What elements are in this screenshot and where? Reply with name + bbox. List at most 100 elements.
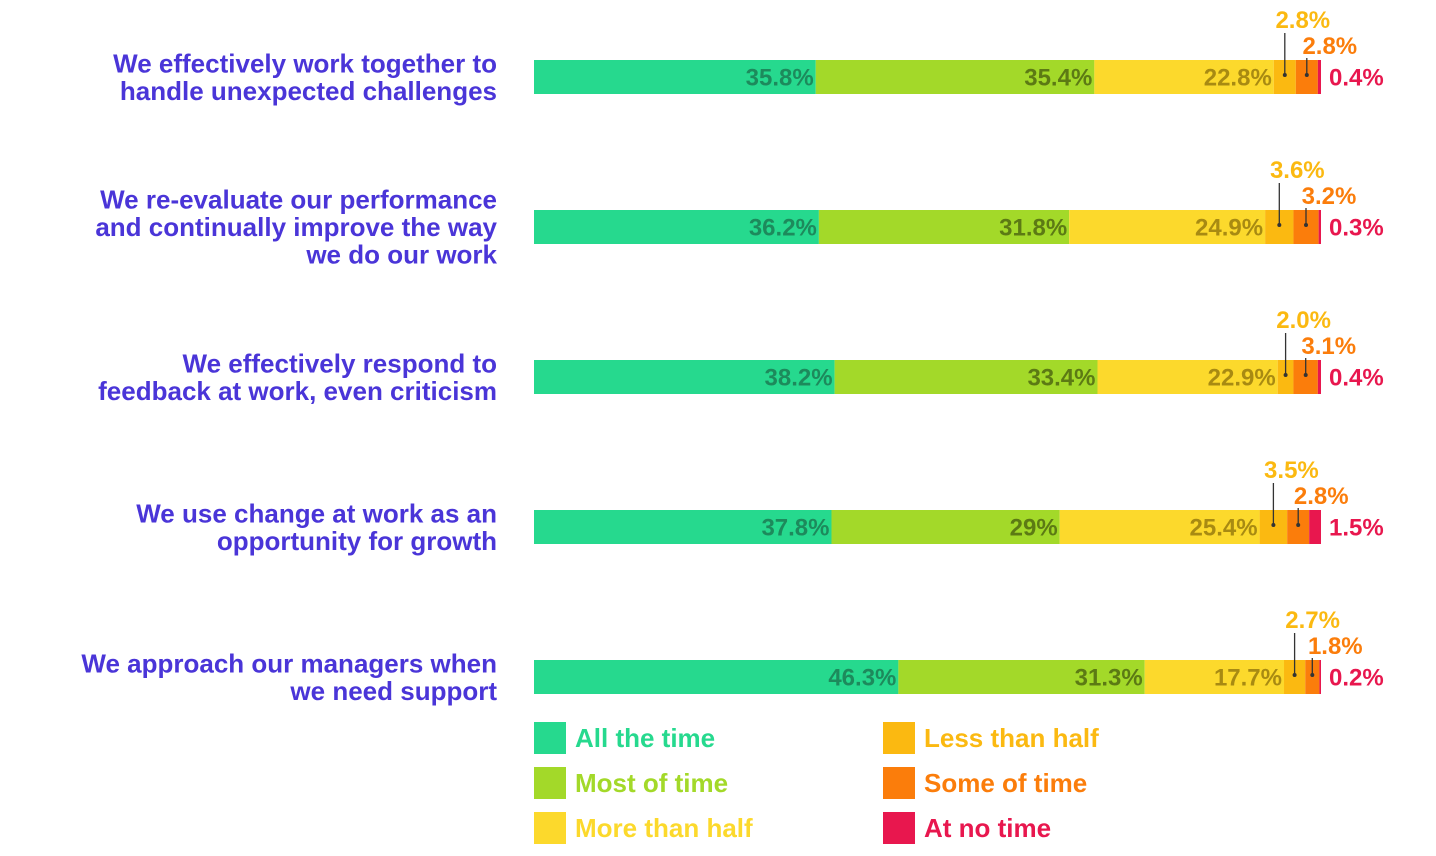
bar-segment bbox=[1319, 660, 1321, 694]
leader-dot bbox=[1304, 223, 1308, 227]
bar-segment bbox=[534, 210, 819, 244]
leader-dot bbox=[1292, 673, 1297, 677]
data-label: 38.2% bbox=[765, 365, 833, 392]
bar-row: We use change at work as an opportunity f… bbox=[136, 457, 1383, 556]
data-label: 2.8% bbox=[1302, 33, 1357, 60]
bar-segment bbox=[1309, 510, 1321, 544]
legend-label: All the time bbox=[575, 723, 715, 753]
data-label: 1.8% bbox=[1308, 633, 1363, 660]
bar-segment bbox=[534, 510, 832, 544]
legend-label: Most of time bbox=[575, 768, 728, 798]
bar-segment bbox=[1295, 60, 1318, 94]
legend-swatch bbox=[534, 767, 566, 799]
data-label: 24.9% bbox=[1195, 215, 1263, 242]
data-label: 3.1% bbox=[1301, 333, 1356, 360]
question-label-line: We approach our managers when bbox=[81, 648, 497, 678]
bar-segment bbox=[1318, 210, 1321, 244]
bar-segment bbox=[1144, 660, 1285, 694]
legend-swatch bbox=[883, 767, 915, 799]
question-label-line: we need support bbox=[289, 676, 497, 706]
data-label: 36.2% bbox=[749, 215, 817, 242]
bar-segment bbox=[818, 210, 1070, 244]
data-label: 35.8% bbox=[746, 65, 814, 92]
bar-row: We re-evaluate our performance and contin… bbox=[95, 157, 1383, 270]
legend-item: All the time bbox=[534, 722, 715, 754]
question-label-line: We effectively respond to bbox=[183, 348, 498, 378]
bar-segment bbox=[1069, 210, 1266, 244]
legend-label: At no time bbox=[924, 813, 1051, 843]
data-label: 35.4% bbox=[1024, 65, 1092, 92]
data-label: 0.4% bbox=[1329, 65, 1384, 92]
legend-label: Less than half bbox=[924, 723, 1099, 753]
bar-segment bbox=[1287, 510, 1310, 544]
question-label-line: feedback at work, even criticism bbox=[98, 376, 497, 406]
data-label: 25.4% bbox=[1190, 515, 1258, 542]
leader-dot bbox=[1310, 673, 1315, 677]
legend-item: Some of time bbox=[883, 767, 1087, 799]
bar-segment bbox=[534, 360, 835, 394]
question-label: We effectively respond to feedback at wor… bbox=[98, 348, 497, 406]
bars-layer: We effectively work together to handle un… bbox=[81, 7, 1383, 706]
question-label-line: We effectively work together to bbox=[113, 48, 497, 78]
data-label: 3.2% bbox=[1302, 183, 1357, 210]
leader-dot bbox=[1283, 373, 1288, 377]
question-label-line: handle unexpected challenges bbox=[120, 76, 497, 106]
data-label: 1.5% bbox=[1329, 515, 1384, 542]
leader-dot bbox=[1271, 523, 1276, 527]
bar-segment bbox=[1305, 660, 1320, 694]
bar-segment bbox=[1317, 360, 1321, 394]
leader-dot bbox=[1303, 373, 1308, 377]
data-label: 22.9% bbox=[1208, 365, 1276, 392]
legend-swatch bbox=[534, 722, 566, 754]
bar-segment bbox=[1059, 510, 1260, 544]
bar-segment bbox=[534, 60, 816, 94]
bar-segment bbox=[1317, 60, 1321, 94]
bar-segment bbox=[1284, 660, 1306, 694]
bar-segment bbox=[1097, 360, 1278, 394]
question-label: We re-evaluate our performance and contin… bbox=[95, 185, 497, 270]
legend-label: Some of time bbox=[924, 768, 1087, 798]
legend-label: More than half bbox=[575, 813, 753, 843]
data-label: 22.8% bbox=[1204, 65, 1272, 92]
question-label-line: we do our work bbox=[305, 240, 497, 270]
bar-segment bbox=[834, 360, 1098, 394]
data-label: 31.3% bbox=[1075, 665, 1143, 692]
data-label: 29% bbox=[1010, 515, 1058, 542]
question-label: We approach our managers when we need sup… bbox=[81, 648, 497, 706]
question-label-line: and continually improve the way bbox=[95, 212, 497, 242]
data-label: 33.4% bbox=[1027, 365, 1095, 392]
question-label-line: We re-evaluate our performance bbox=[100, 185, 497, 215]
question-label-line: opportunity for growth bbox=[217, 526, 497, 556]
bar-segment bbox=[815, 60, 1095, 94]
data-label: 46.3% bbox=[828, 665, 896, 692]
data-label: 17.7% bbox=[1214, 665, 1282, 692]
question-label-line: We use change at work as an bbox=[136, 498, 497, 528]
data-label: 0.4% bbox=[1329, 365, 1384, 392]
legend-swatch bbox=[534, 812, 566, 844]
leader-dot bbox=[1296, 523, 1301, 527]
data-label: 3.6% bbox=[1270, 157, 1325, 184]
data-label: 0.3% bbox=[1329, 215, 1384, 242]
data-label: 2.8% bbox=[1275, 7, 1330, 34]
question-label: We use change at work as an opportunity f… bbox=[136, 498, 497, 556]
data-label: 3.5% bbox=[1264, 457, 1319, 484]
data-label: 2.7% bbox=[1285, 607, 1340, 634]
leader-dot bbox=[1277, 223, 1282, 227]
bar-segment bbox=[1094, 60, 1274, 94]
data-label: 31.8% bbox=[999, 215, 1067, 242]
question-label: We effectively work together to handle un… bbox=[113, 48, 497, 106]
legend-item: At no time bbox=[883, 812, 1051, 844]
data-label: 2.0% bbox=[1276, 307, 1331, 334]
bar-row: We effectively work together to handle un… bbox=[113, 7, 1384, 106]
legend-item: Less than half bbox=[883, 722, 1099, 754]
bar-segment bbox=[831, 510, 1060, 544]
bar-segment bbox=[1277, 360, 1294, 394]
data-label: 2.8% bbox=[1294, 483, 1349, 510]
bar-segment bbox=[534, 660, 899, 694]
legend-item: Most of time bbox=[534, 767, 728, 799]
legend: All the time Most of time More than half Le… bbox=[534, 722, 1099, 844]
data-label: 0.2% bbox=[1329, 665, 1384, 692]
legend-swatch bbox=[883, 722, 915, 754]
data-label: 37.8% bbox=[761, 515, 829, 542]
